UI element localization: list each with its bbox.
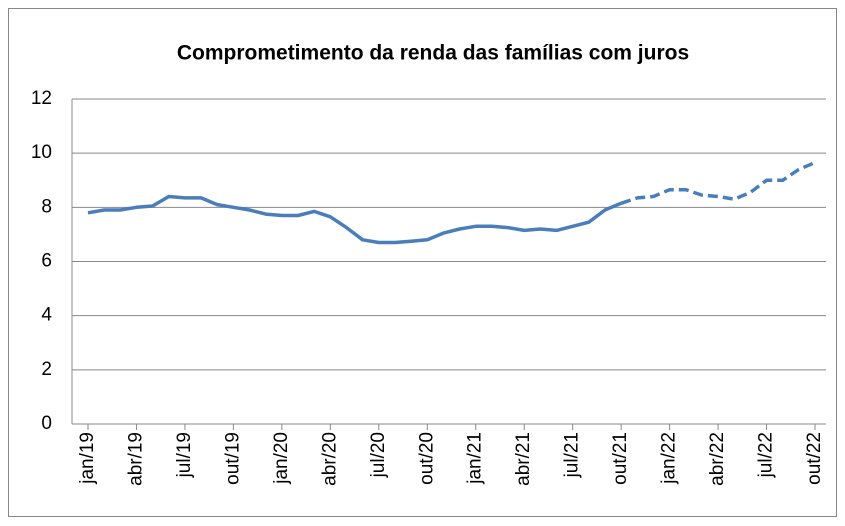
x-tick-label: jan/22 — [659, 432, 680, 485]
y-tick-label: 2 — [41, 359, 52, 380]
x-tick-label: jul/20 — [368, 432, 389, 478]
y-tick-label: 6 — [41, 251, 52, 272]
x-tick-label: jan/20 — [271, 432, 292, 485]
x-tick-label: out/19 — [222, 432, 243, 485]
x-tick-label: out/22 — [804, 432, 825, 485]
x-tick-label: abr/21 — [513, 432, 534, 486]
y-tick-label: 12 — [31, 88, 52, 109]
y-tick-label: 4 — [41, 305, 52, 326]
x-tick-label: abr/19 — [125, 432, 146, 486]
x-tick-label: abr/20 — [319, 432, 340, 486]
line-series — [87, 194, 622, 245]
x-tick-label: out/20 — [416, 432, 437, 485]
y-tick-label: 8 — [41, 196, 52, 217]
x-tick-label: jul/19 — [174, 432, 195, 478]
x-tick-label: out/21 — [610, 432, 631, 485]
chart-title: Comprometimento da renda das famílias co… — [177, 42, 689, 65]
x-tick-label: abr/22 — [707, 432, 728, 486]
x-tick-label: jul/22 — [756, 432, 777, 478]
x-tick-label: jul/21 — [562, 432, 583, 478]
y-tick-label: 10 — [31, 142, 52, 163]
y-tick-label: 0 — [41, 413, 52, 434]
x-tick-label: jan/19 — [77, 432, 98, 485]
chart-frame — [8, 8, 837, 517]
x-tick-label: jan/21 — [465, 432, 486, 485]
line-series — [620, 160, 816, 205]
